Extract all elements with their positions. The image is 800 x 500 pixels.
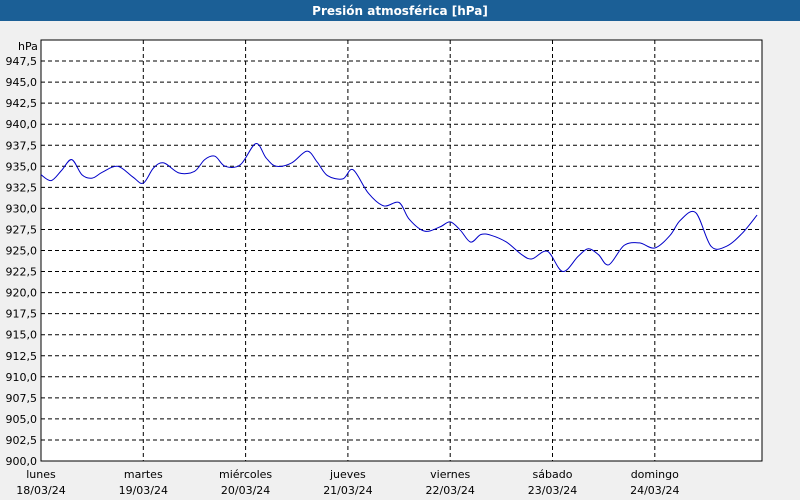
y-tick-label: 922,5 [6,266,38,279]
x-tick-date-label: 22/03/24 [425,484,474,497]
y-tick-label: 912,5 [6,350,38,363]
y-tick-label: 942,5 [6,97,38,110]
y-tick-label: 930,0 [6,202,38,215]
x-tick-day-label: domingo [631,468,679,481]
x-tick-date-label: 21/03/24 [323,484,372,497]
y-tick-label: 947,5 [6,55,38,68]
y-tick-label: 902,5 [6,434,38,447]
x-tick-day-label: miércoles [219,468,272,481]
x-tick-date-label: 23/03/24 [528,484,577,497]
series-layer [40,143,758,272]
chart-title: Presión atmosférica [hPa] [0,0,800,21]
y-tick-label: 917,5 [6,308,38,321]
y-tick-label: 925,0 [6,245,38,258]
y-axis-unit-label: hPa [18,40,38,53]
y-tick-label: 945,0 [6,76,38,89]
y-tick-label: 935,0 [6,160,38,173]
x-tick-day-label: viernes [430,468,470,481]
y-tick-label: 927,5 [6,223,38,236]
x-tick-day-label: sábado [533,468,573,481]
x-tick-day-label: lunes [26,468,56,481]
y-tick-label: 900,0 [6,455,38,468]
y-tick-label: 932,5 [6,181,38,194]
x-tick-date-label: 18/03/24 [16,484,65,497]
pressure-series-line [40,143,758,272]
x-tick-labels: lunes 18/03/24 martes 19/03/24 miércoles 20/0… [16,468,679,497]
x-tick-day-label: jueves [329,468,366,481]
y-tick-label: 910,0 [6,371,38,384]
y-tick-label: 905,0 [6,413,38,426]
y-tick-label: 920,0 [6,287,38,300]
x-tick-date-label: 19/03/24 [119,484,168,497]
x-tick-day-label: martes [124,468,163,481]
x-tick-date-label: 24/03/24 [630,484,679,497]
grid-lines [41,40,762,461]
y-tick-label: 907,5 [6,392,38,405]
x-tick-date-label: 20/03/24 [221,484,270,497]
y-tick-label: 940,0 [6,118,38,131]
y-tick-labels: 900,0 902,5 905,0 907,5 910,0 912,5 915,0 917,5… [6,55,38,468]
y-tick-label: 915,0 [6,329,38,342]
pressure-chart: hPa 900,0902,5905,0907,5910,0912,5915,09… [6,39,763,497]
y-tick-label: 937,5 [6,139,38,152]
